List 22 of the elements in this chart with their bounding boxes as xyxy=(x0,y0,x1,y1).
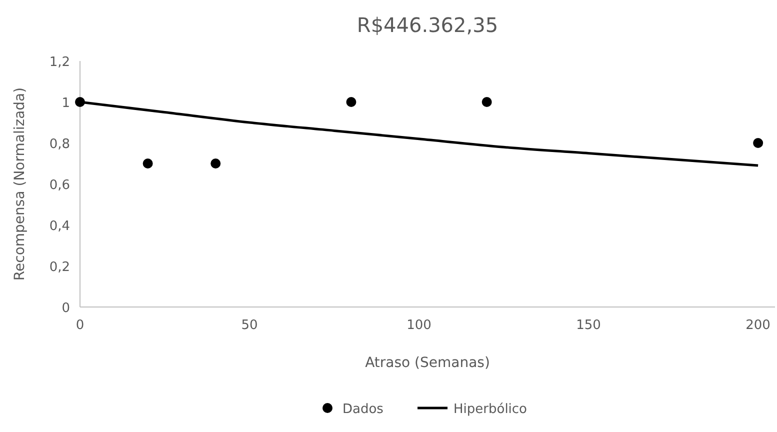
point xyxy=(142,158,153,168)
point xyxy=(753,138,764,148)
point xyxy=(482,97,492,107)
legend-label: Dados xyxy=(342,402,384,417)
y-tick-label: 0 xyxy=(62,301,70,316)
point xyxy=(346,97,356,107)
x-tick-label: 0 xyxy=(76,318,84,333)
x-tick-label: 100 xyxy=(406,318,432,333)
y-tick-label: 0,4 xyxy=(49,219,70,234)
y-tick-label: 1,2 xyxy=(49,55,70,70)
x-tick-label: 150 xyxy=(576,318,601,333)
y-tick-label: 0,2 xyxy=(49,260,70,275)
y-tick-label: 1 xyxy=(62,96,70,111)
y-tick-label: 0,6 xyxy=(49,178,70,193)
x-tick-label: 50 xyxy=(241,318,258,333)
chart-title: R$446.362,35 xyxy=(356,13,498,37)
legend-label: Hiperbólico xyxy=(454,402,528,417)
y-tick-label: 0,8 xyxy=(49,137,70,152)
y-axis-title: Recompensa (Normalizada) xyxy=(12,87,28,281)
x-axis-title: Atraso (Semanas) xyxy=(365,355,490,371)
point xyxy=(210,158,221,168)
x-tick-label: 200 xyxy=(746,318,770,333)
